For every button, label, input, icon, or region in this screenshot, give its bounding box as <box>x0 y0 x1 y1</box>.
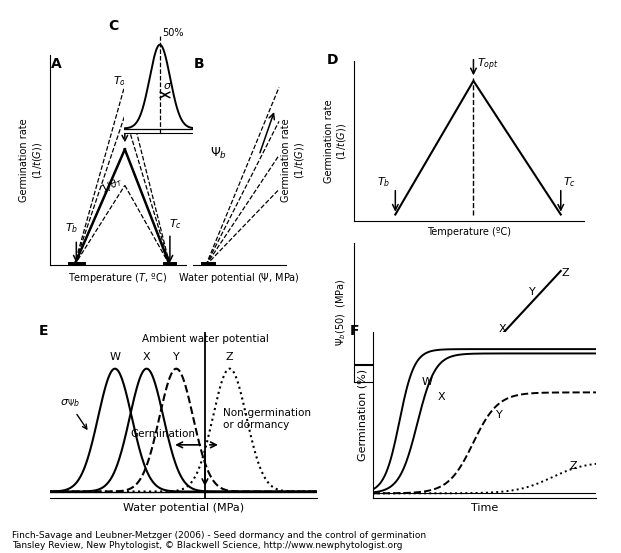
Text: $T_b$: $T_b$ <box>377 175 390 189</box>
Text: $1/\theta_T$: $1/\theta_T$ <box>99 174 126 197</box>
Text: D: D <box>327 53 338 67</box>
Text: $T_b$: $T_b$ <box>65 221 78 235</box>
Text: C: C <box>109 19 119 33</box>
X-axis label: Water potential ($\Psi$, MPa): Water potential ($\Psi$, MPa) <box>178 271 300 285</box>
X-axis label: Temperature ($T$, ºC): Temperature ($T$, ºC) <box>68 271 168 285</box>
Text: W: W <box>400 371 411 380</box>
Text: E: E <box>39 324 48 337</box>
Text: Germination rate
$(1/t(G))$: Germination rate $(1/t(G))$ <box>281 118 306 202</box>
Text: $\sigma_{\Psi b}$: $\sigma_{\Psi b}$ <box>60 398 87 429</box>
Text: Y: Y <box>173 352 179 362</box>
X-axis label: Time: Time <box>471 503 498 513</box>
Text: W: W <box>422 377 433 387</box>
Text: Y: Y <box>528 287 535 297</box>
Text: X: X <box>143 352 150 362</box>
Text: Z: Z <box>226 352 233 362</box>
Text: Ambient water potential: Ambient water potential <box>142 333 268 343</box>
Text: X: X <box>437 392 445 401</box>
Y-axis label: Germination rate
$(1/t(G))$: Germination rate $(1/t(G))$ <box>324 99 348 183</box>
Text: $T_c$: $T_c$ <box>563 175 576 189</box>
Y-axis label: Germination (%): Germination (%) <box>357 369 367 461</box>
Text: $\sigma$: $\sigma$ <box>163 81 173 91</box>
Y-axis label: $\Psi_b(50)$  (MPa): $\Psi_b(50)$ (MPa) <box>335 279 348 346</box>
Text: $T_c$: $T_c$ <box>169 217 182 231</box>
Text: $\Psi_b$: $\Psi_b$ <box>210 147 227 161</box>
Text: A: A <box>51 58 62 71</box>
Text: F: F <box>350 324 360 337</box>
X-axis label: Temperature (ºC): Temperature (ºC) <box>427 227 511 237</box>
Text: X: X <box>499 324 506 333</box>
Text: W: W <box>109 352 120 362</box>
Text: $T_{opt}$: $T_{opt}$ <box>477 57 499 74</box>
Y-axis label: Germination rate
$(1/t(G))$: Germination rate $(1/t(G))$ <box>19 118 44 202</box>
Text: B: B <box>194 58 204 71</box>
Text: Z: Z <box>569 461 577 471</box>
Text: Germination: Germination <box>130 430 195 440</box>
Text: Non-germination
or dormancy: Non-germination or dormancy <box>223 408 310 430</box>
X-axis label: Water potential (MPa): Water potential (MPa) <box>122 503 244 513</box>
Text: 50%: 50% <box>162 28 183 38</box>
Text: $T_{opt}$: $T_{opt}$ <box>112 75 134 91</box>
Text: Finch-Savage and Leubner-Metzger (2006) - Seed dormancy and the control of germi: Finch-Savage and Leubner-Metzger (2006) … <box>12 531 427 550</box>
Text: Y: Y <box>496 410 502 420</box>
Text: Z: Z <box>562 269 569 279</box>
